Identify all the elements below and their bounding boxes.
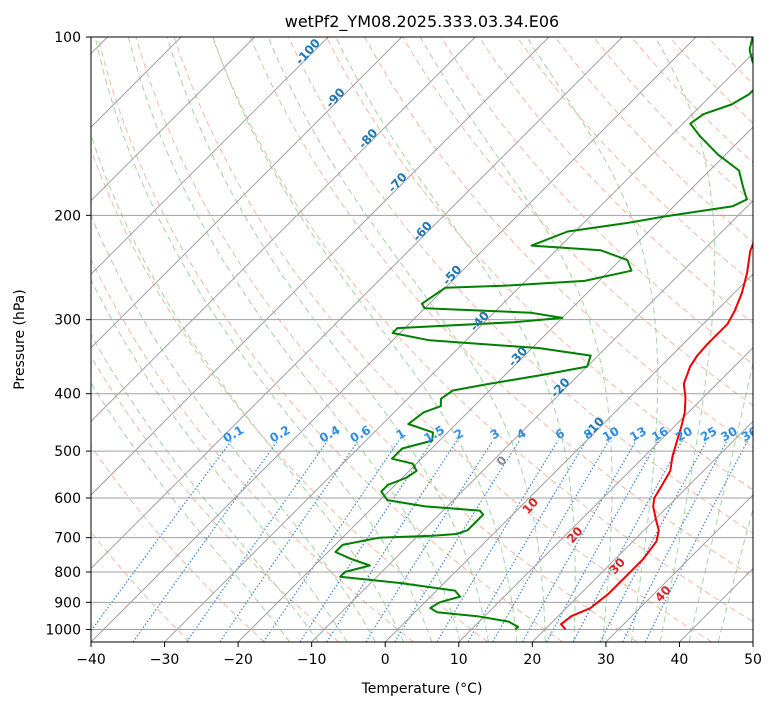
adiabat-label: -20 — [548, 375, 573, 400]
mixing-ratio-label: 6 — [553, 426, 567, 442]
y-tick-label: 700 — [54, 531, 81, 547]
mixing-ratio-label: 0.4 — [317, 423, 342, 446]
dry-adiabat — [479, 37, 775, 642]
x-tick-label: 50 — [744, 652, 762, 668]
mixing-ratio-label: 36 — [739, 424, 760, 444]
y-tick-label: 100 — [54, 30, 81, 46]
background-lines — [0, 37, 775, 642]
moist-adiabat — [268, 37, 545, 642]
dry-adiabat — [98, 37, 563, 642]
y-tick-label: 400 — [54, 387, 81, 403]
x-axis-label: Temperature (°C) — [361, 681, 483, 697]
mixing-ratio-line — [645, 441, 747, 642]
moist-adiabat — [167, 37, 488, 642]
x-tick-label: −20 — [223, 652, 253, 668]
x-tick-label: −40 — [76, 652, 106, 668]
adiabat-label: 40 — [652, 583, 674, 605]
y-tick-label: 200 — [54, 208, 81, 224]
moist-adiabat — [66, 37, 403, 642]
mixing-ratio-line — [366, 441, 493, 642]
y-tick-label: 600 — [54, 491, 81, 507]
x-tick-label: 40 — [671, 652, 689, 668]
moist-adiabat — [420, 37, 612, 642]
adiabat-label: -50 — [440, 262, 465, 287]
adiabat-label: -90 — [323, 85, 348, 110]
x-tick-label: 10 — [450, 652, 468, 668]
dry-adiabat — [746, 37, 775, 642]
mixing-ratio-line — [395, 441, 520, 642]
y-tick-label: 900 — [54, 595, 81, 611]
mixing-ratio-line — [623, 441, 728, 642]
mixing-ratio-line — [437, 441, 558, 642]
mixing-ratio-line — [264, 441, 399, 642]
adiabat-label: -40 — [467, 308, 492, 333]
y-tick-label: 800 — [54, 565, 81, 581]
y-tick-label: 1000 — [45, 622, 81, 638]
isotherm — [385, 37, 775, 642]
dry-adiabat — [22, 37, 414, 642]
moist-adiabat — [655, 37, 715, 642]
moist-adiabat — [213, 37, 517, 642]
x-tick-label: 30 — [597, 652, 615, 668]
dry-adiabat — [136, 37, 637, 642]
mixing-ratio-label: 0.2 — [267, 423, 292, 446]
isotherm — [0, 37, 255, 642]
dry-adiabat — [669, 37, 775, 642]
mixing-ratio-label: 0.1 — [221, 423, 246, 446]
mixing-ratio-line — [133, 441, 278, 642]
y-axis-label: Pressure (hPa) — [12, 289, 28, 389]
isotherm — [0, 37, 402, 642]
x-tick-label: −30 — [150, 652, 180, 668]
mixing-ratio-label: 0.6 — [348, 423, 373, 446]
mixing-ratio-line — [187, 441, 328, 642]
x-tick-label: 20 — [523, 652, 541, 668]
y-tick-label: 500 — [54, 444, 81, 460]
mixing-ratio-label: 3 — [488, 426, 502, 442]
isotherm — [532, 37, 775, 642]
isotherm — [753, 37, 775, 642]
x-tick-label: 0 — [381, 652, 390, 668]
moist-adiabat — [0, 37, 318, 642]
adiabat-label: -80 — [356, 126, 381, 151]
moist-adiabat — [689, 37, 775, 642]
isotherm — [91, 37, 696, 642]
moist-adiabat — [718, 37, 775, 642]
mixing-ratio-label: 25 — [698, 424, 719, 444]
mixing-ratio-label: 16 — [649, 424, 670, 444]
adiabat-label: -70 — [385, 170, 410, 195]
moist-adiabat — [527, 37, 658, 642]
mixing-ratio-label: 1 — [394, 426, 408, 442]
adiabat-label: -100 — [293, 36, 323, 68]
dry-adiabat — [517, 37, 775, 642]
dry-adiabat — [212, 37, 775, 642]
dry-adiabat — [0, 37, 190, 642]
mixing-ratio-label: 2 — [452, 426, 466, 442]
mixing-ratio-line — [493, 441, 609, 642]
mixing-ratio-label: 13 — [627, 424, 648, 444]
isotherm — [165, 37, 770, 642]
chart-title: wetPf2_YM08.2025.333.03.34.E06 — [285, 12, 559, 32]
x-tick-label: −10 — [297, 652, 327, 668]
isotherm — [17, 37, 622, 642]
mixing-ratio-line — [83, 441, 232, 642]
isotherm — [312, 37, 775, 642]
dry-adiabat — [0, 37, 339, 642]
adiabat-label: 0 — [494, 453, 510, 469]
y-tick-label: 300 — [54, 313, 81, 329]
sounding-curves — [336, 37, 775, 629]
dry-adiabat — [0, 37, 264, 642]
moist-adiabat — [95, 37, 432, 642]
mixing-ratio-label: 30 — [718, 424, 739, 444]
adiabat-label: -60 — [410, 219, 435, 244]
mixing-ratio-label: 4 — [514, 426, 528, 442]
mixing-ratio-line — [220, 441, 358, 642]
isotherm — [459, 37, 775, 642]
